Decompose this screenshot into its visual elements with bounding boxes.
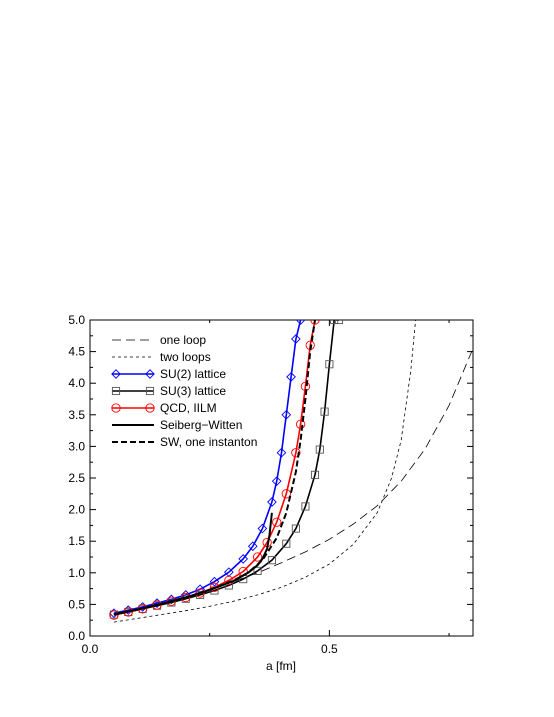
series-line-2 [113,320,302,614]
data-point [257,523,268,534]
data-point [295,419,306,429]
legend-marker [111,386,121,396]
legend-label: SU(2) lattice [160,367,226,381]
legend-label: SW, one instanton [160,435,257,449]
data-point [247,541,258,552]
y-tick-label: 1.0 [68,566,85,580]
data-point [276,447,287,458]
series-line-6 [113,320,316,616]
series-layer [109,320,473,623]
data-point [267,497,277,507]
axes-layer: 0.0 0.5 1.0 1.5 2.0 2.5 3.0 3.5 4.0 4.5 5.0 0.0 0.5 [68,313,473,656]
y-tick-label: 2.5 [68,471,85,485]
legend-label: QCD, IILM [160,401,217,415]
y-tick-label: 4.0 [68,376,85,390]
data-point [291,448,301,458]
y-tick-label: 1.5 [68,534,85,548]
x-axis-label: a [fm] [266,659,296,673]
y-tick-label: 2.0 [68,503,85,517]
data-point [166,596,177,606]
legend-entry-0: one loop [112,333,206,347]
data-point [286,372,296,382]
plot-frame [89,319,474,637]
legend-entry-4: QCD, IILM [111,401,217,415]
legend-label: SU(3) lattice [160,384,226,398]
data-point [181,592,191,603]
data-point [310,470,320,479]
data-point [291,334,301,344]
data-point [281,409,292,420]
y-tick-label: 4.5 [68,345,85,359]
data-point [301,502,310,511]
series-line-5 [113,512,273,616]
data-point [315,445,324,454]
legend-marker [145,403,155,413]
data-point [310,320,320,325]
data-point [195,588,205,598]
data-point [252,552,263,562]
legend-marker [111,403,121,413]
x-tick-label: 0.5 [321,642,338,656]
data-point [281,489,291,499]
legend-label: one loop [160,333,206,347]
legend-label: Seiberg−Witten [160,418,242,432]
data-point [282,539,291,548]
legend-marker [111,369,121,379]
legend-entry-1: two loops [112,350,211,364]
y-tick-label: 3.5 [68,408,85,422]
data-point [109,610,119,620]
data-point [334,320,344,325]
data-point [238,554,249,564]
legend-entry-2: SU(2) lattice [111,367,226,381]
series-line-4 [113,320,316,616]
data-point [295,320,306,325]
data-point [267,556,276,565]
y-tick-label: 0.0 [68,629,85,643]
y-tick-label: 3.0 [68,439,85,453]
legend: one loop two loops SU(2) lattice SU(3) latt… [111,333,257,449]
y-tick-label: 5.0 [68,313,85,327]
legend-marker [145,386,155,396]
legend-entry-6: SW, one instanton [112,435,257,449]
legend-marker [145,369,155,379]
data-point [325,360,334,369]
legend-entry-3: SU(3) lattice [111,384,226,398]
y-tick-label: 0.5 [68,597,85,611]
data-point [330,320,339,325]
legend-label: two loops [160,350,211,364]
data-point [272,517,282,527]
data-point [253,566,262,575]
legend-entry-5: Seiberg−Witten [112,418,242,432]
data-point [291,524,300,533]
data-point [271,476,282,486]
data-point [320,407,329,416]
x-tick-label: 0.0 [82,642,99,656]
data-point [209,576,220,587]
series-line-1 [113,320,416,623]
